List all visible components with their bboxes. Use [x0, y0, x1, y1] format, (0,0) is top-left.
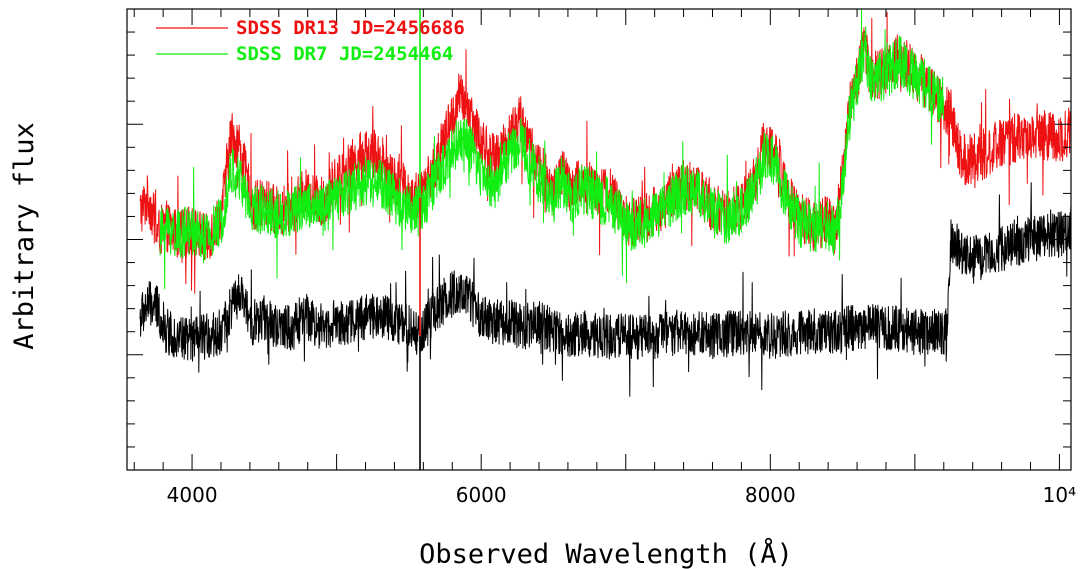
series-layer: [139, 8, 1072, 397]
x-axis-label: Observed Wavelength (Å): [419, 538, 793, 569]
series-line-1: [159, 8, 945, 290]
legend-label-0: SDSS DR13 JD=2456686: [236, 17, 465, 39]
x-tick-label: 10⁴: [1043, 483, 1076, 507]
legend: SDSS DR13 JD=2456686 SDSS DR7 JD=2454464: [156, 17, 465, 65]
series-line-2: [139, 182, 1072, 397]
axis-ticks: [127, 9, 1071, 470]
x-tick-labels: 4000 6000 8000 10⁴: [167, 483, 1076, 507]
x-tick-label: 8000: [745, 483, 796, 507]
y-axis-label: Arbitrary flux: [9, 122, 40, 350]
legend-label-1: SDSS DR7 JD=2454464: [236, 43, 453, 65]
x-tick-label: 6000: [456, 483, 507, 507]
x-tick-label: 4000: [167, 483, 218, 507]
